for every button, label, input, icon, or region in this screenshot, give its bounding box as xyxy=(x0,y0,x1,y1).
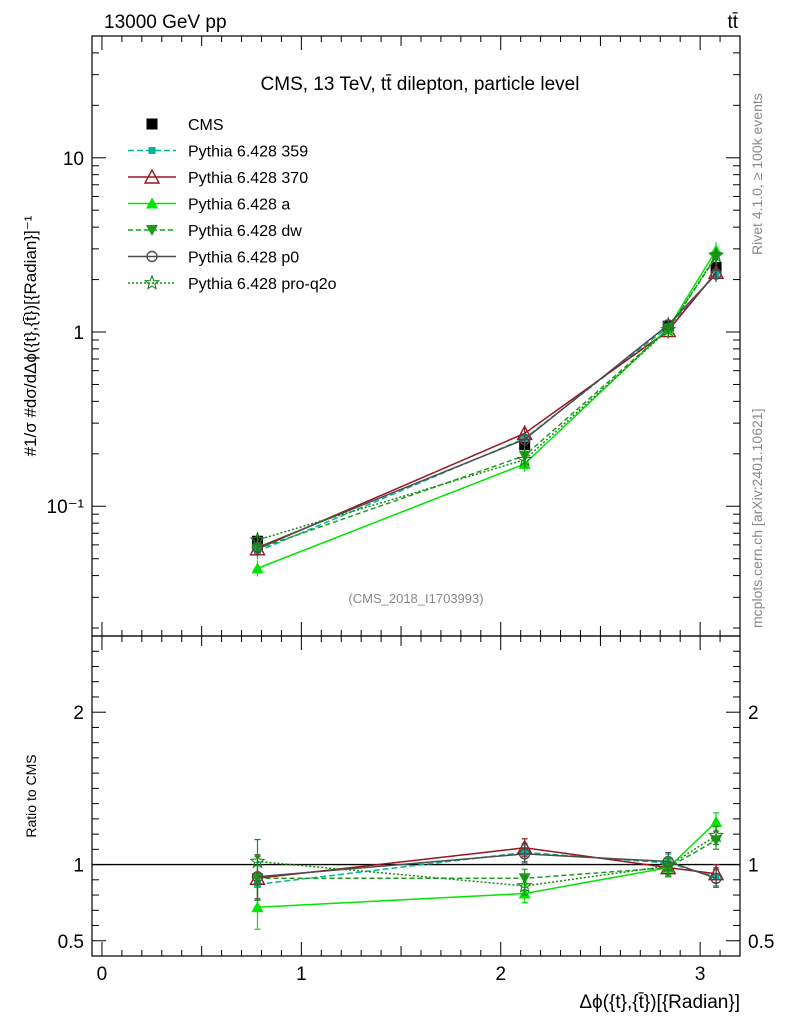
x-tick-label: 0 xyxy=(97,964,108,985)
legend-marker xyxy=(146,197,158,209)
data-point xyxy=(710,268,722,280)
ratio-series-line xyxy=(257,821,717,908)
series-line xyxy=(257,273,717,553)
legend-label: Pythia 6.428 359 xyxy=(188,144,308,161)
ratio-y-tick-label: 2 xyxy=(73,703,84,724)
legend-label: Pythia 6.428 370 xyxy=(188,170,308,187)
ratio-data-point xyxy=(249,852,266,869)
data-point xyxy=(251,562,264,574)
x-axis-label: Δϕ({t},{t̄})[{Radian}] xyxy=(579,992,740,1013)
main-y-tick-label: 10⁻¹ xyxy=(47,497,85,518)
main-y-tick-label: 1 xyxy=(73,323,84,344)
series-line xyxy=(257,255,717,541)
header-energy-label: 13000 GeV pp xyxy=(104,12,227,33)
legend-marker xyxy=(146,250,158,263)
ratio-y-tick-label: 1 xyxy=(73,856,84,877)
ratio-data-point xyxy=(710,872,722,884)
ratio-plot-frame xyxy=(91,635,741,957)
ratio-series-line xyxy=(257,834,717,887)
legend-marker xyxy=(143,168,161,184)
series-line xyxy=(257,256,717,550)
x-tick-label: 2 xyxy=(495,964,506,985)
legend-marker xyxy=(148,147,156,154)
data-point xyxy=(707,246,725,263)
series-line xyxy=(257,273,717,549)
main-plot-title: CMS, 13 TeV, tt̄ dilepton, particle leve… xyxy=(261,74,580,95)
legend-label: Pythia 6.428 p0 xyxy=(188,250,299,267)
main-y-tick-label: 10 xyxy=(63,149,84,170)
ratio-data-point xyxy=(660,857,677,874)
series-line xyxy=(257,249,717,570)
legend-label: Pythia 6.428 pro-q2o xyxy=(188,276,337,293)
ratio-y-tick-label-right: 2 xyxy=(748,703,759,724)
ratio-data-point xyxy=(516,877,533,893)
legend-label: Pythia 6.428 dw xyxy=(188,223,302,240)
ratio-series-line xyxy=(257,847,717,880)
ratio-series-line xyxy=(257,853,717,879)
ratio-data-point xyxy=(518,848,531,860)
legend-marker xyxy=(143,274,161,290)
data-point xyxy=(249,531,266,547)
ratio-data-point xyxy=(251,901,264,913)
series-line xyxy=(257,271,717,550)
ratio-y-tick-label-right: 0.5 xyxy=(748,932,774,953)
ratio-y-tick-label-right: 1 xyxy=(748,856,759,877)
ratio-data-point xyxy=(707,827,725,843)
legend-label: CMS xyxy=(188,117,224,134)
data-point xyxy=(660,321,677,337)
ratio-data-point xyxy=(710,815,723,827)
ratio-y-tick-label: 0.5 xyxy=(58,932,84,953)
data-point xyxy=(518,433,531,446)
header-process-label: tt̄ xyxy=(727,12,738,33)
legend-label: Pythia 6.428 a xyxy=(188,197,290,214)
main-y-axis-label: #1/σ #dσ/dΔϕ({t},{t̄})[{Radian}]⁻¹ xyxy=(21,215,40,456)
analysis-watermark: (CMS_2018_I1703993) xyxy=(348,591,483,606)
ratio-series-line xyxy=(257,839,717,880)
x-tick-label: 1 xyxy=(296,964,307,985)
ratio-y-axis-label: Ratio to CMS xyxy=(23,754,39,837)
legend-marker xyxy=(146,118,158,130)
mcplots-reference-label: mcplots.cern.ch [arXiv:2401.10621] xyxy=(749,409,765,628)
x-tick-label: 3 xyxy=(695,964,706,985)
legend-marker xyxy=(146,225,158,236)
data-point xyxy=(516,451,533,467)
rivet-version-label: Rivet 4.1.0, ≥ 100k events xyxy=(749,93,765,255)
